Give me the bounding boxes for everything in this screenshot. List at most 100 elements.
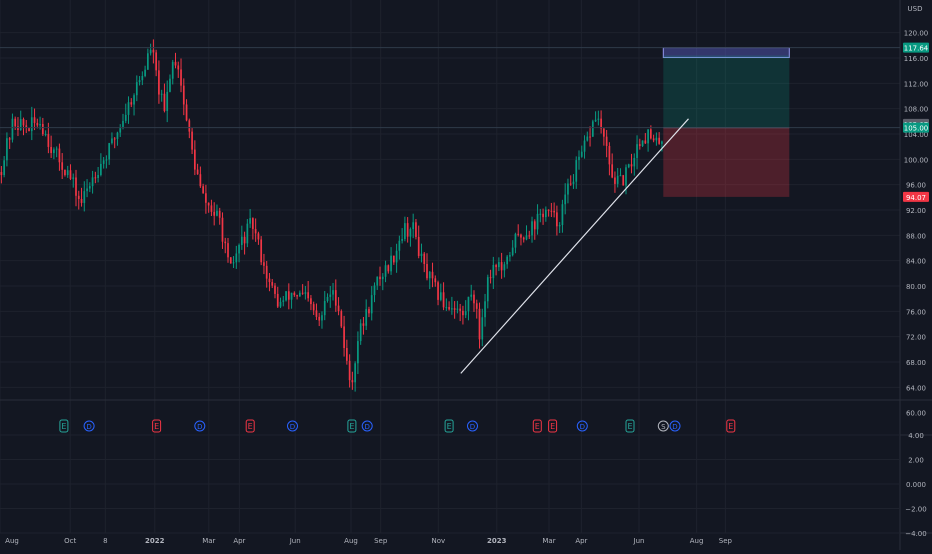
candle-body [437, 282, 439, 300]
candle-body [130, 102, 133, 105]
dividend-marker [83, 420, 95, 432]
event-marker-label: D [365, 423, 370, 431]
candle-body [531, 221, 533, 236]
price-badge [903, 42, 929, 53]
event-marker-label: D [470, 423, 475, 431]
time-tick-label: Jun [633, 537, 645, 545]
candle-body [619, 175, 622, 177]
earnings-marker-label: E [154, 422, 159, 431]
candle-body [199, 174, 202, 187]
candle-body [22, 119, 25, 126]
candle-body [456, 308, 459, 310]
candle-body [337, 305, 340, 312]
candle-body [41, 123, 44, 135]
candle-body [370, 295, 373, 314]
dividend-marker [287, 420, 298, 432]
earnings-marker [59, 419, 69, 433]
candle-body [428, 271, 431, 279]
trendline[interactable] [460, 118, 689, 374]
time-tick-label: Aug [5, 537, 19, 545]
candle-body [387, 265, 390, 272]
candle-body [218, 210, 221, 218]
candle-body [80, 198, 83, 203]
candle-body [636, 144, 638, 158]
candle-body [511, 247, 514, 256]
candle-body [475, 303, 478, 309]
candle-body [307, 292, 310, 299]
position-tool[interactable] [0, 47, 900, 197]
dividend-marker [669, 420, 681, 432]
time-tick-label: Sep [719, 537, 733, 545]
candle-body [633, 157, 636, 167]
candle-body [348, 360, 351, 381]
candle-body [464, 311, 467, 316]
candle-body [108, 143, 111, 160]
candle-body [97, 174, 99, 179]
candle-body [406, 223, 409, 237]
candle-body [25, 125, 28, 128]
candle-body [69, 170, 72, 179]
candle-body [580, 151, 583, 157]
candle-body [39, 123, 41, 126]
candle-body [533, 221, 536, 230]
candle-body [647, 129, 649, 144]
candle-body [152, 49, 155, 53]
indicator-tick-label: 4.00 [908, 432, 924, 440]
candle-body [64, 169, 66, 176]
earnings-marker [444, 419, 454, 433]
candle-body [627, 164, 630, 168]
candle-body [362, 323, 365, 326]
candle-body [409, 229, 412, 237]
candle-body [279, 301, 282, 307]
earnings-marker-label: E [550, 422, 555, 431]
candle-body [193, 149, 196, 170]
candle-body [14, 118, 17, 127]
candle-body [86, 188, 88, 192]
candle-body [163, 93, 166, 111]
candle-body [661, 141, 663, 144]
candle-body [473, 294, 475, 304]
candle-body [558, 225, 561, 227]
candle-body [30, 117, 33, 132]
indicator-tick-label: 2.00 [908, 457, 924, 465]
candle-body [77, 195, 80, 199]
candle-body [88, 186, 91, 189]
candle-body [520, 234, 522, 238]
candle-body [495, 264, 497, 268]
candle-body [492, 264, 495, 279]
indicator-tick-label: −2.00 [905, 506, 926, 514]
price-tick-label: 116.00 [904, 55, 929, 63]
candle-body [525, 235, 528, 240]
earnings-marker-label: E [447, 422, 452, 431]
candle-body [205, 193, 207, 203]
candle-body [274, 285, 276, 294]
candle-body [249, 218, 251, 224]
candle-body [376, 276, 379, 286]
time-tick-label: Mar [542, 537, 555, 545]
candle-body [561, 204, 564, 226]
candle-body [19, 119, 22, 130]
candle-body [240, 236, 243, 245]
candle-body [285, 291, 287, 301]
candle-body [133, 95, 135, 105]
price-tick-label: 92.00 [906, 207, 926, 215]
candle-body [296, 295, 298, 297]
trendline-segment [460, 118, 689, 374]
candle-body [0, 172, 3, 176]
candle-body [503, 264, 506, 271]
price-tick-label: 60.00 [906, 410, 926, 418]
candle-body [644, 140, 647, 144]
candle-body [216, 210, 218, 216]
candle-body [147, 53, 149, 70]
candle-body [334, 290, 337, 306]
candle-body [569, 183, 572, 185]
event-marker-label: D [290, 423, 295, 431]
candle-body [611, 164, 614, 178]
candle-body [589, 136, 591, 138]
candle-body [506, 256, 509, 265]
earnings-marker [726, 419, 736, 433]
